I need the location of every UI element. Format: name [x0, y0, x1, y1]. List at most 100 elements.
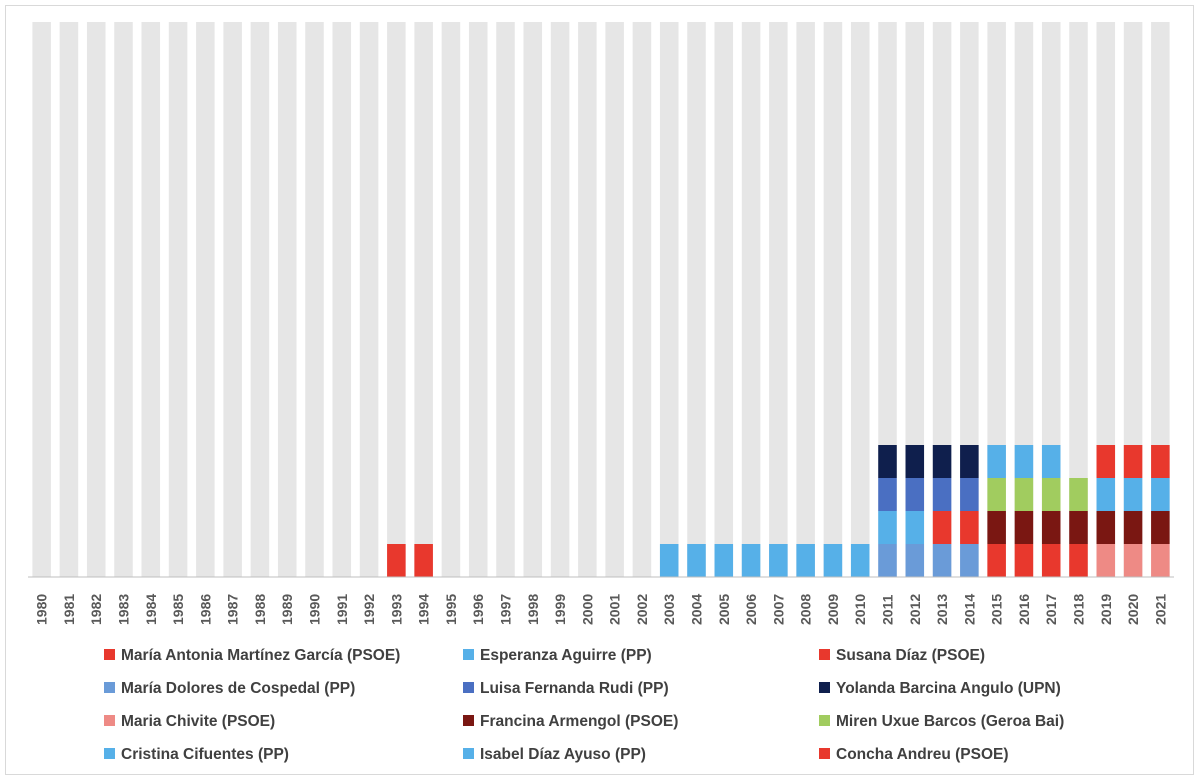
bar-segment-1993-series-0 — [387, 544, 406, 577]
bar-segment-2015-series-2 — [987, 544, 1006, 577]
x-tick-label-2017: 2017 — [1043, 594, 1059, 625]
x-tick-label-2020: 2020 — [1125, 594, 1141, 625]
background-bar-1991 — [332, 22, 352, 577]
x-tick-label-2008: 2008 — [798, 594, 814, 625]
background-bar-1996 — [468, 22, 488, 577]
legend-label-6: Maria Chivite (PSOE) — [121, 713, 275, 730]
x-tick-label-1980: 1980 — [34, 594, 50, 625]
x-tick-label-1994: 1994 — [416, 594, 432, 625]
bar-segment-2013-series-3 — [932, 544, 952, 577]
x-tick-label-2012: 2012 — [907, 594, 923, 625]
legend-label-2: Susana Díaz (PSOE) — [836, 647, 985, 664]
bar-segment-2019-series-10 — [1096, 478, 1116, 511]
bar-segment-2015-series-8 — [987, 478, 1006, 511]
background-bar-1985 — [168, 22, 188, 577]
background-bar-1982 — [86, 22, 106, 577]
legend-swatch-7 — [463, 715, 474, 726]
background-bar-2006 — [741, 22, 761, 577]
background-bar-2001 — [605, 22, 624, 577]
bar-segment-2015-series-9 — [987, 445, 1006, 478]
x-tick-label-1990: 1990 — [307, 594, 323, 625]
legend-label-1: Esperanza Aguirre (PP) — [480, 647, 652, 664]
bar-segment-2003-series-1 — [659, 544, 679, 577]
legend-item-9: Cristina Cifuentes (PP) — [104, 746, 289, 763]
background-bar-2021 — [1151, 22, 1170, 577]
x-tick-label-2011: 2011 — [880, 594, 896, 625]
legend: María Antonia Martínez García (PSOE) Espe… — [104, 647, 1064, 763]
bar-segment-1994-series-0 — [414, 544, 433, 577]
bar-segment-2012-series-3 — [905, 544, 925, 577]
background-bar-2010 — [850, 22, 870, 577]
background-bar-2017 — [1041, 22, 1061, 577]
background-bar-1988 — [250, 22, 270, 577]
bar-segment-2021-series-10 — [1151, 478, 1170, 511]
bar-segment-2015-series-7 — [987, 511, 1006, 544]
legend-swatch-4 — [463, 682, 474, 693]
x-tick-label-2015: 2015 — [989, 594, 1005, 625]
x-tick-label-2005: 2005 — [716, 594, 732, 625]
bar-segment-2017-series-9 — [1041, 445, 1061, 478]
legend-swatch-11 — [819, 748, 830, 759]
background-bar-1993 — [387, 22, 406, 577]
background-bar-2011 — [878, 22, 897, 577]
x-tick-label-1986: 1986 — [197, 594, 213, 625]
background-bar-1989 — [277, 22, 297, 577]
bar-segment-2017-series-2 — [1041, 544, 1061, 577]
bar-segment-2014-series-3 — [960, 544, 979, 577]
legend-item-11: Concha Andreu (PSOE) — [819, 746, 1009, 763]
x-tick-label-1996: 1996 — [470, 594, 486, 625]
bar-segment-2020-series-11 — [1123, 445, 1143, 478]
legend-item-3: María Dolores de Cospedal (PP) — [104, 680, 355, 697]
chart-container: 1980 1981 1982 1983 1984 1985 1986 1987 1988 1989… — [5, 5, 1194, 775]
bar-segment-2014-series-4 — [960, 478, 979, 511]
background-bar-1997 — [496, 22, 515, 577]
legend-label-3: María Dolores de Cospedal (PP) — [121, 680, 355, 697]
x-tick-label-1988: 1988 — [252, 594, 268, 625]
data-bars — [387, 445, 1170, 577]
bar-segment-2016-series-9 — [1014, 445, 1034, 478]
background-bar-2014 — [960, 22, 979, 577]
legend-label-7: Francina Armengol (PSOE) — [480, 713, 678, 730]
background-bar-2005 — [714, 22, 734, 577]
bar-segment-2004-series-1 — [687, 544, 706, 577]
x-tick-label-2013: 2013 — [934, 594, 950, 625]
bar-segment-2006-series-1 — [741, 544, 761, 577]
background-bar-2015 — [987, 22, 1006, 577]
x-tick-label-2002: 2002 — [634, 594, 650, 625]
bar-segment-2011-series-3 — [878, 544, 897, 577]
background-bar-2016 — [1014, 22, 1034, 577]
legend-swatch-0 — [104, 649, 115, 660]
bar-segment-2020-series-7 — [1123, 511, 1143, 544]
x-tick-label-1999: 1999 — [552, 594, 568, 625]
x-tick-label-2001: 2001 — [607, 594, 623, 625]
background-bar-2019 — [1096, 22, 1116, 577]
x-tick-label-2006: 2006 — [743, 594, 759, 625]
bar-segment-2021-series-6 — [1151, 544, 1170, 577]
background-bar-1980 — [32, 22, 51, 577]
background-bars — [32, 22, 1170, 577]
legend-swatch-10 — [463, 748, 474, 759]
x-tick-label-2010: 2010 — [852, 594, 868, 625]
legend-item-5: Yolanda Barcina Angulo (UPN) — [819, 680, 1061, 697]
legend-label-8: Miren Uxue Barcos (Geroa Bai) — [836, 713, 1064, 730]
bar-segment-2013-series-4 — [932, 478, 952, 511]
x-tick-label-1981: 1981 — [61, 594, 77, 625]
x-tick-label-1989: 1989 — [279, 594, 295, 625]
x-tick-label-2004: 2004 — [689, 594, 705, 625]
bar-segment-2016-series-2 — [1014, 544, 1034, 577]
x-tick-label-2018: 2018 — [1071, 594, 1087, 625]
bar-segment-2018-series-2 — [1069, 544, 1088, 577]
bar-segment-2019-series-11 — [1096, 445, 1116, 478]
x-tick-label-1984: 1984 — [143, 594, 159, 625]
bar-segment-2013-series-2 — [932, 511, 952, 544]
legend-swatch-8 — [819, 715, 830, 726]
bar-segment-2020-series-6 — [1123, 544, 1143, 577]
legend-item-8: Miren Uxue Barcos (Geroa Bai) — [819, 713, 1064, 730]
legend-swatch-1 — [463, 649, 474, 660]
x-tick-label-1991: 1991 — [334, 594, 350, 625]
background-bar-1992 — [359, 22, 379, 577]
bar-segment-2012-series-1 — [905, 511, 925, 544]
background-bar-2000 — [578, 22, 597, 577]
x-tick-label-2007: 2007 — [770, 594, 786, 625]
bar-segment-2016-series-7 — [1014, 511, 1034, 544]
